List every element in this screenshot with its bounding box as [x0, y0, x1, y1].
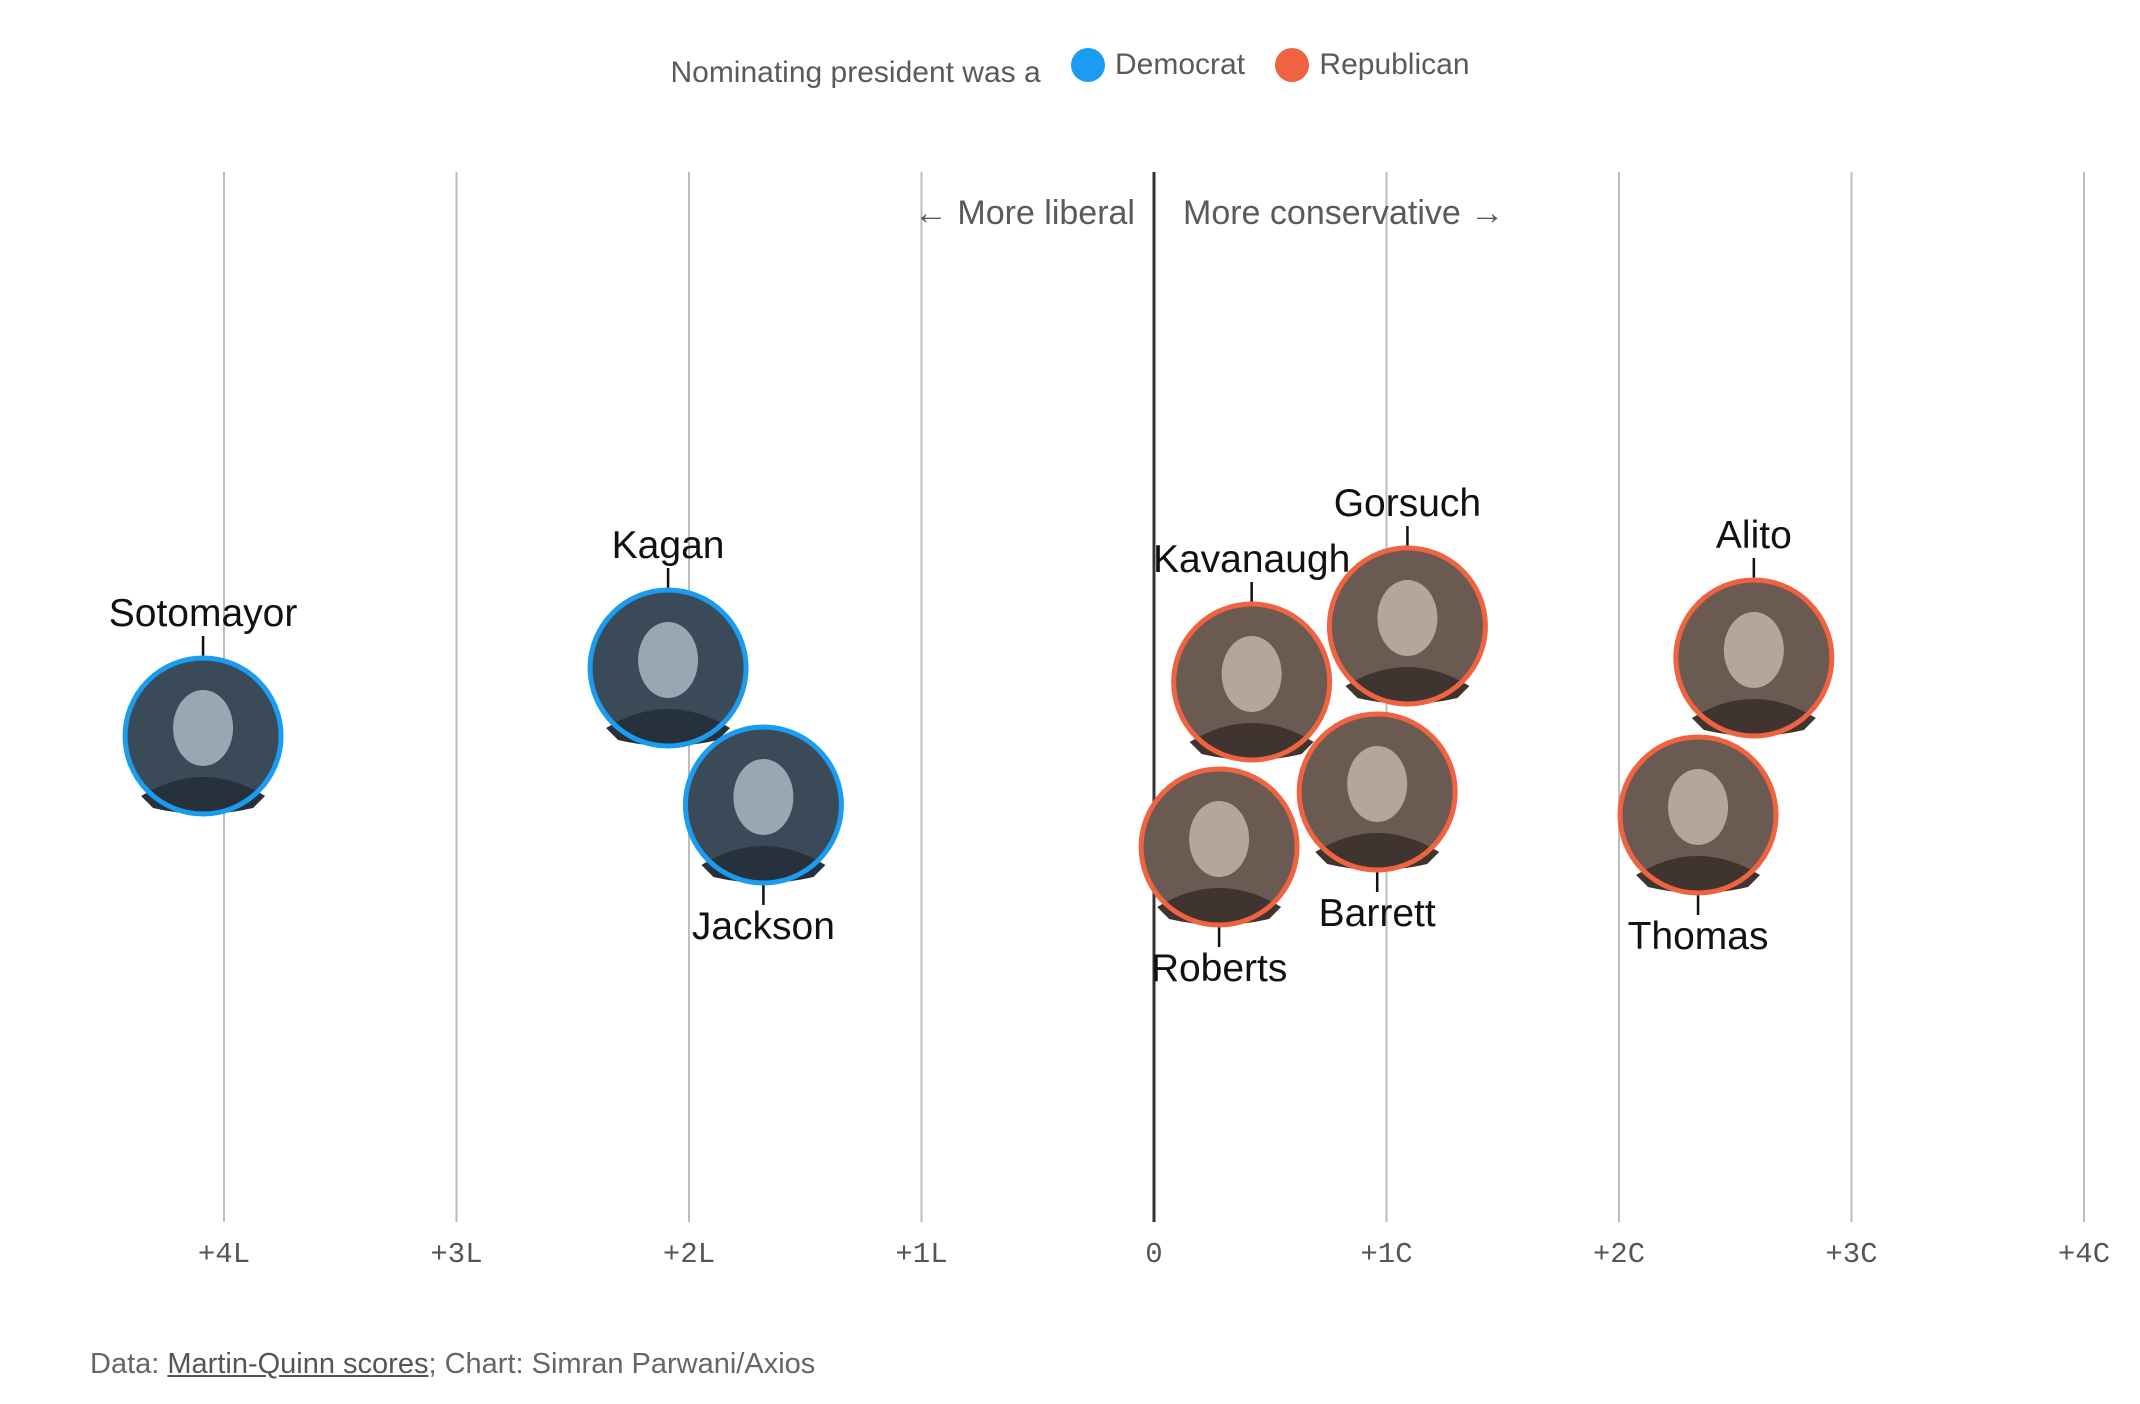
- x-tick-label: +4C: [2058, 1238, 2110, 1271]
- legend: Nominating president was a Democrat Repu…: [0, 48, 2140, 90]
- justice-name-label: Sotomayor: [109, 592, 298, 635]
- x-tick-label: 0: [1145, 1238, 1162, 1271]
- justice-name-label: Barrett: [1319, 892, 1436, 935]
- marker-ring: [1296, 711, 1458, 873]
- x-tick-label: +4L: [198, 1238, 250, 1271]
- portrait-face: [1347, 746, 1408, 822]
- x-tick-label: +1C: [1360, 1238, 1412, 1271]
- legend-dot-democrat: [1071, 48, 1106, 82]
- legend-label-democrat: Democrat: [1115, 48, 1246, 81]
- justice-markers: Sotomayor Kagan Jackson Kavanaugh Gorsuch Rob…: [109, 482, 1835, 990]
- portrait-face: [1377, 580, 1438, 656]
- legend-title: Nominating president was a: [670, 56, 1041, 89]
- justice-kagan[interactable]: Kagan: [587, 524, 749, 749]
- source-prefix: Data:: [90, 1348, 168, 1380]
- marker-ring: [1171, 601, 1333, 763]
- justice-name-label: Jackson: [692, 905, 835, 948]
- justice-gorsuch[interactable]: Gorsuch: [1326, 482, 1488, 707]
- portrait-shoulders: [1189, 723, 1314, 760]
- legend-item-democrat: Democrat: [1071, 48, 1245, 82]
- source-note: Data: Martin-Quinn scores; Chart: Simran…: [90, 1348, 815, 1381]
- portrait-shoulders: [1315, 833, 1440, 870]
- marker-ring: [1617, 734, 1779, 896]
- marker-ring: [587, 587, 749, 749]
- legend-dot-republican: [1275, 48, 1310, 82]
- justice-thomas[interactable]: Thomas: [1617, 734, 1779, 958]
- annotation-more-conservative: More conservative →: [1183, 194, 1504, 232]
- marker-ring: [122, 655, 284, 817]
- x-tick-label: +3L: [430, 1238, 482, 1271]
- justice-sotomayor[interactable]: Sotomayor: [109, 592, 298, 817]
- portrait-shoulders: [1157, 888, 1282, 925]
- portrait-shoulders: [141, 777, 266, 814]
- legend-item-republican: Republican: [1275, 48, 1470, 82]
- portrait-shoulders: [1345, 667, 1470, 704]
- justice-alito[interactable]: Alito: [1673, 514, 1835, 739]
- x-tick-label: +1L: [895, 1238, 947, 1271]
- justice-name-label: Thomas: [1628, 915, 1769, 958]
- x-tick-label: +3C: [1825, 1238, 1877, 1271]
- marker-ring: [1326, 545, 1488, 707]
- marker-ring: [682, 724, 844, 886]
- portrait-face: [1723, 612, 1784, 688]
- justice-jackson[interactable]: Jackson: [682, 724, 844, 948]
- annotation-more-liberal: ← More liberal: [914, 194, 1135, 232]
- justice-name-label: Kavanaugh: [1153, 538, 1350, 581]
- portrait-face: [733, 759, 794, 835]
- justice-name-label: Kagan: [612, 524, 725, 567]
- justice-kavanaugh[interactable]: Kavanaugh: [1153, 538, 1350, 763]
- portrait-face: [638, 622, 699, 698]
- source-suffix: ; Chart: Simran Parwani/Axios: [428, 1348, 816, 1380]
- source-link[interactable]: Martin-Quinn scores: [167, 1348, 429, 1380]
- portrait-face: [1221, 636, 1282, 712]
- portrait-face: [1189, 801, 1250, 877]
- portrait-face: [173, 690, 234, 766]
- justice-roberts[interactable]: Roberts: [1138, 766, 1300, 990]
- portrait-shoulders: [1691, 699, 1816, 736]
- x-tick-label: +2C: [1593, 1238, 1645, 1271]
- marker-ring: [1673, 577, 1835, 739]
- legend-label-republican: Republican: [1319, 48, 1470, 81]
- x-axis-ticks: +4L +3L +2L +1L 0 +1C +2C +3C +4C: [198, 1238, 2110, 1271]
- justice-name-label: Roberts: [1151, 947, 1288, 990]
- justice-name-label: Gorsuch: [1334, 482, 1481, 525]
- x-tick-label: +2L: [663, 1238, 715, 1271]
- portrait-shoulders: [701, 846, 826, 883]
- portrait-face: [1668, 769, 1729, 845]
- portrait-shoulders: [1636, 856, 1761, 893]
- justice-name-label: Alito: [1716, 514, 1792, 557]
- portrait-shoulders: [606, 709, 731, 746]
- justice-barrett[interactable]: Barrett: [1296, 711, 1458, 935]
- marker-ring: [1138, 766, 1300, 928]
